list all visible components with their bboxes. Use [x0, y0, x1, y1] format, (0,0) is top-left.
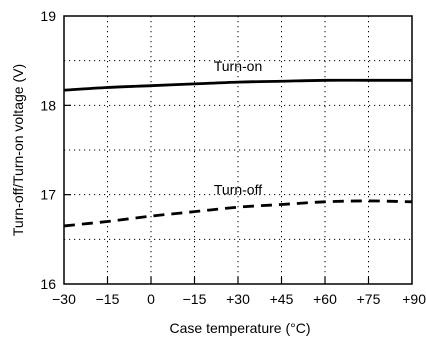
x-axis-label: Case temperature (°C) [170, 320, 311, 336]
x-tick-label: +75 [357, 291, 381, 307]
x-tick-label: +45 [270, 291, 294, 307]
y-tick-label: 16 [40, 276, 56, 292]
y-tick-label: 17 [40, 187, 56, 203]
x-tick-label: +30 [226, 291, 250, 307]
x-tick-label: +60 [313, 291, 337, 307]
y-axis-label: Turn-off/Turn-on voltage (V) [10, 64, 26, 236]
y-tick-label: 19 [40, 8, 56, 24]
x-tick-label: 0 [147, 291, 155, 307]
series-line-turn-on [63, 78, 412, 92]
series-lines [63, 78, 413, 228]
x-tick-label: −15 [96, 291, 120, 307]
x-tick-label: −15 [183, 291, 207, 307]
series-labels: Turn-on Turn-off [214, 58, 263, 197]
series-line-turn-off [63, 199, 413, 228]
x-tick-label: +90 [402, 291, 426, 307]
series-label-turn-off: Turn-off [214, 181, 262, 197]
x-axis-ticks: −30 −15 0 −15 +30 +45 +60 +75 +90 [52, 277, 426, 307]
grid-lines [64, 16, 412, 284]
y-axis-ticks: 16 17 18 19 [40, 8, 71, 292]
series-label-turn-on: Turn-on [214, 58, 263, 74]
x-tick-label: −30 [52, 291, 76, 307]
y-tick-label: 18 [40, 97, 56, 113]
